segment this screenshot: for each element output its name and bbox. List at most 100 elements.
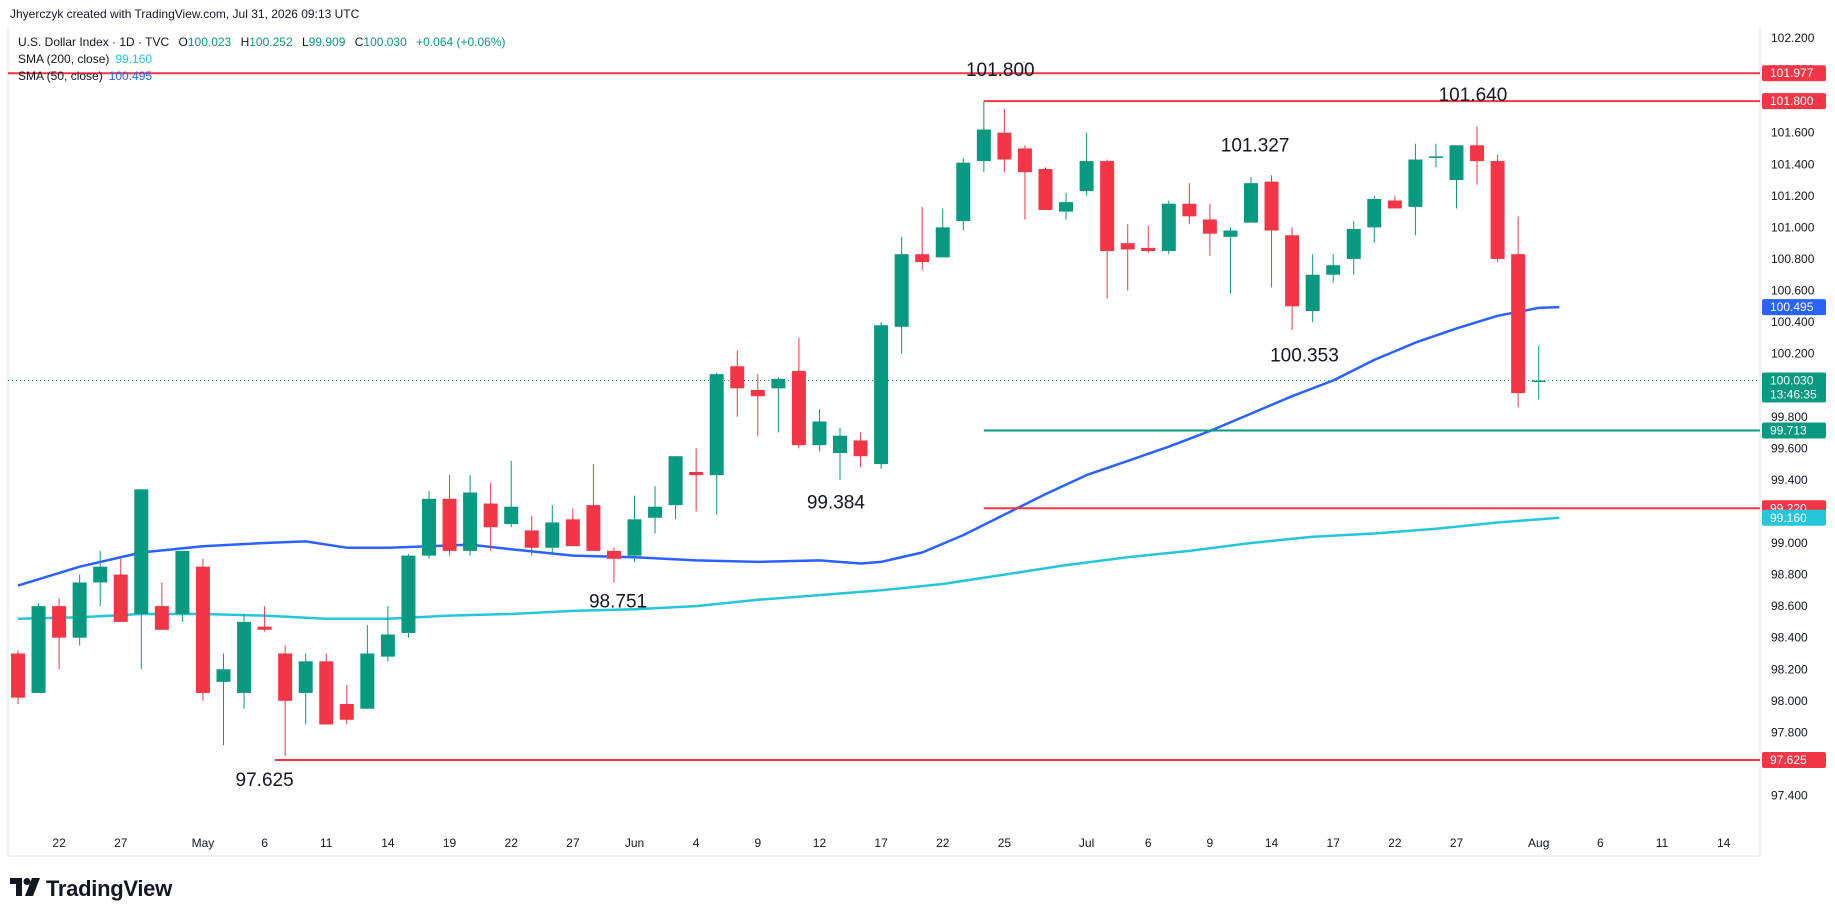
candle[interactable] <box>1408 143 1423 236</box>
price-annotation-label: 101.800 <box>966 60 1035 81</box>
candle[interactable] <box>1511 216 1526 408</box>
candle[interactable] <box>1387 195 1402 209</box>
candle[interactable] <box>771 377 786 433</box>
candle[interactable] <box>339 685 354 725</box>
sma200-line[interactable] <box>17 516 1560 621</box>
candle[interactable] <box>689 448 704 512</box>
candle[interactable] <box>1470 126 1485 185</box>
symbol-label[interactable]: U.S. Dollar Index · 1D · TVC <box>18 35 170 49</box>
candle[interactable] <box>134 489 149 670</box>
candle[interactable] <box>1305 254 1320 323</box>
candle[interactable] <box>1182 183 1197 225</box>
candles-layer[interactable] <box>11 101 1546 757</box>
candle-body <box>1120 243 1135 250</box>
candle[interactable] <box>1017 145 1032 220</box>
candle[interactable] <box>1326 254 1341 283</box>
candle[interactable] <box>648 486 663 534</box>
candle[interactable] <box>1223 227 1238 294</box>
candle[interactable] <box>976 101 991 173</box>
candle[interactable] <box>463 475 478 556</box>
candle[interactable] <box>422 490 436 559</box>
candle[interactable] <box>627 495 642 562</box>
candle[interactable] <box>278 645 293 757</box>
candle[interactable] <box>1161 200 1176 255</box>
candle[interactable] <box>1449 145 1464 209</box>
candle[interactable] <box>1346 221 1361 275</box>
price-tag-label: 101.977 <box>1770 66 1814 80</box>
candle[interactable] <box>257 606 272 632</box>
candle[interactable] <box>874 322 889 469</box>
candle[interactable] <box>1202 203 1217 256</box>
candle[interactable] <box>1100 159 1115 299</box>
candle[interactable] <box>216 653 231 745</box>
candle[interactable] <box>894 236 909 354</box>
candle[interactable] <box>72 574 87 646</box>
candle[interactable] <box>1141 225 1156 253</box>
candle[interactable] <box>812 408 827 452</box>
candle[interactable] <box>380 606 395 662</box>
sma200-value: 99.160 <box>115 52 153 66</box>
candle[interactable] <box>1120 224 1135 291</box>
candle[interactable] <box>360 625 375 709</box>
candle[interactable] <box>483 483 498 551</box>
candle[interactable] <box>1490 154 1505 263</box>
candle[interactable] <box>956 157 971 231</box>
candle[interactable] <box>1059 192 1074 220</box>
candle[interactable] <box>1079 132 1094 196</box>
close-key: C <box>354 35 364 49</box>
candle[interactable] <box>915 206 930 270</box>
tradingview-logo-icon <box>10 877 40 901</box>
candle[interactable] <box>1244 176 1258 223</box>
candle-body <box>339 703 354 720</box>
legend-sma200-row[interactable]: SMA (200, close) 99.160 <box>18 51 506 68</box>
candle-body <box>1408 159 1423 207</box>
candle[interactable] <box>93 550 108 607</box>
candle[interactable] <box>833 427 847 480</box>
candle[interactable] <box>442 475 457 556</box>
candle[interactable] <box>1285 227 1300 330</box>
candle[interactable] <box>11 650 25 704</box>
candle[interactable] <box>606 547 621 583</box>
candle[interactable] <box>997 109 1012 173</box>
candle[interactable] <box>524 516 539 556</box>
time-axis[interactable]: 22 27 May 6 11 14 19 22 27 Jun 4 9 12 17 22 25 Jul 6 9 14 17… <box>52 836 1730 850</box>
price-tag-label: 99.713 <box>1770 423 1807 437</box>
candle[interactable] <box>175 550 190 622</box>
price-tag-box <box>1762 751 1826 768</box>
candle[interactable] <box>195 558 210 701</box>
candle[interactable] <box>935 208 950 258</box>
price-axis[interactable]: 102.200102.000101.800101.600101.400101.2… <box>1771 31 1815 803</box>
candle[interactable] <box>791 337 806 449</box>
candle[interactable] <box>319 653 334 725</box>
candle[interactable] <box>545 505 560 555</box>
candle[interactable] <box>853 432 868 468</box>
candle[interactable] <box>31 602 46 693</box>
horizontal-levels[interactable] <box>8 72 1760 761</box>
candle-body <box>11 653 25 698</box>
candle[interactable] <box>298 653 313 725</box>
candle[interactable] <box>709 372 724 515</box>
candle[interactable] <box>113 558 128 622</box>
price-axis-tags: 101.977101.80099.71399.22097.625100.4951… <box>1762 65 1826 768</box>
tradingview-brand[interactable]: TradingView <box>10 876 172 902</box>
candle[interactable] <box>1264 175 1279 288</box>
candle[interactable] <box>1428 143 1443 168</box>
candle[interactable] <box>401 554 416 638</box>
candle[interactable] <box>565 508 580 547</box>
candle[interactable] <box>52 598 67 670</box>
candle[interactable] <box>237 614 252 709</box>
candle[interactable] <box>154 582 169 630</box>
sma50-line[interactable] <box>17 305 1560 587</box>
candle[interactable] <box>504 460 519 528</box>
candle-body <box>565 519 580 547</box>
candle[interactable] <box>730 350 745 417</box>
candle-body <box>1038 168 1053 211</box>
candle[interactable] <box>750 374 765 436</box>
candle[interactable] <box>1367 195 1382 244</box>
candle[interactable] <box>1038 167 1053 211</box>
candle[interactable] <box>668 456 683 520</box>
legend-sma50-row[interactable]: SMA (50, close) 100.495 <box>18 68 506 85</box>
candle[interactable] <box>586 464 601 551</box>
candle[interactable] <box>1531 345 1546 400</box>
